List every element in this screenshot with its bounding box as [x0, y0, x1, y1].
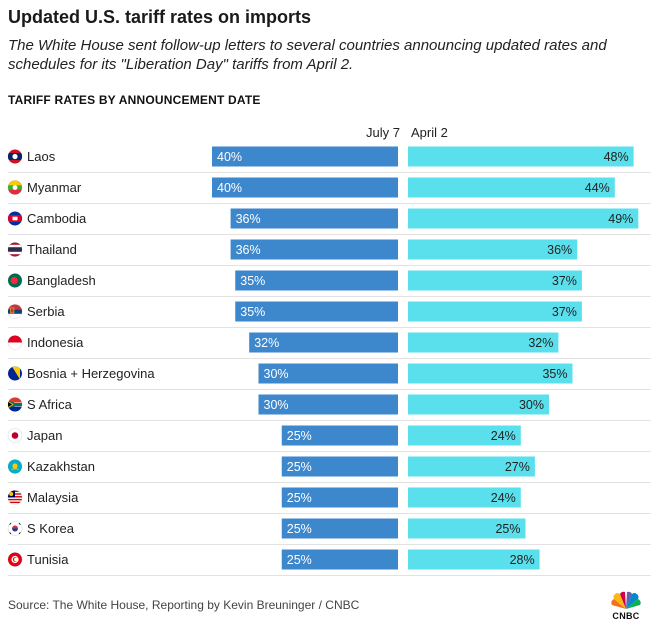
serbia-flag-icon: [7, 304, 23, 319]
data-label-july-7: 40%: [217, 150, 242, 164]
bar-july-7: [235, 301, 398, 322]
bar-july-7: [281, 425, 398, 446]
bangladesh-flag-icon: [7, 273, 23, 288]
category-label: Serbia: [27, 304, 65, 319]
section-label: TARIFF RATES BY ANNOUNCEMENT DATE: [8, 93, 261, 107]
thailand-flag-icon: [7, 242, 23, 257]
data-label-july-7: 35%: [240, 274, 265, 288]
bar-april-2: [408, 270, 582, 291]
bar-april-2: [408, 301, 582, 322]
bar-april-2: [408, 146, 634, 167]
category-label: Laos: [27, 149, 56, 164]
data-label-april-2: 44%: [585, 181, 610, 195]
tunisia-flag-icon: [7, 552, 23, 567]
category-label: Kazakhstan: [27, 459, 95, 474]
data-label-april-2: 37%: [552, 274, 577, 288]
bar-july-7: [281, 456, 398, 477]
source-note: Source: The White House, Reporting by Ke…: [8, 598, 360, 612]
cambodia-flag-icon: [7, 211, 23, 226]
data-label-april-2: 48%: [604, 150, 629, 164]
column-header-april-2: April 2: [411, 125, 448, 140]
bar-april-2: [408, 239, 578, 260]
data-label-april-2: 30%: [519, 398, 544, 412]
data-label-april-2: 35%: [542, 367, 567, 381]
malaysia-flag-icon: [7, 490, 23, 505]
category-label: Bangladesh: [27, 273, 96, 288]
category-label: Myanmar: [27, 180, 82, 195]
data-label-july-7: 36%: [236, 212, 261, 226]
bar-july-7: [230, 239, 398, 260]
south-africa-flag-icon: [7, 397, 23, 412]
data-label-april-2: 27%: [505, 460, 530, 474]
bar-april-2: [408, 208, 639, 229]
myanmar-flag-icon: [7, 180, 23, 195]
laos-flag-icon: [7, 149, 23, 164]
data-label-april-2: 32%: [528, 336, 553, 350]
data-label-july-7: 25%: [287, 553, 312, 567]
data-label-july-7: 25%: [287, 491, 312, 505]
data-label-july-7: 30%: [264, 398, 289, 412]
category-label: Indonesia: [27, 335, 84, 350]
column-header-july-7: July 7: [366, 125, 400, 140]
data-label-april-2: 25%: [495, 522, 520, 536]
category-label: S Korea: [27, 521, 75, 536]
bosnia-flag-icon: [7, 366, 23, 381]
kazakhstan-flag-icon: [7, 459, 23, 474]
bar-july-7: [281, 549, 398, 570]
bar-july-7: [235, 270, 398, 291]
category-label: Malaysia: [27, 490, 79, 505]
cnbc-logo: CNBC: [604, 588, 648, 628]
bar-april-2: [408, 363, 573, 384]
bar-july-7: [258, 394, 398, 415]
data-label-july-7: 35%: [240, 305, 265, 319]
data-label-july-7: 25%: [287, 429, 312, 443]
bar-april-2: [408, 487, 521, 508]
data-label-july-7: 36%: [236, 243, 261, 257]
data-label-july-7: 32%: [254, 336, 279, 350]
peacock-icon: [611, 591, 641, 609]
chart-subtitle: The White House sent follow-up letters t…: [8, 37, 607, 73]
bar-april-2: [408, 518, 526, 539]
category-label: Tunisia: [27, 552, 69, 567]
category-label: Bosnia + Herzegovina: [27, 366, 155, 381]
bar-july-7: [249, 332, 398, 353]
data-label-april-2: 24%: [491, 429, 516, 443]
bar-april-2: [408, 549, 540, 570]
data-label-july-7: 25%: [287, 460, 312, 474]
data-label-april-2: 36%: [547, 243, 572, 257]
data-label-april-2: 49%: [608, 212, 633, 226]
logo-text: CNBC: [612, 611, 640, 621]
bar-july-7: [281, 487, 398, 508]
bar-july-7: [212, 177, 398, 198]
bar-july-7: [212, 146, 398, 167]
bar-april-2: [408, 332, 559, 353]
data-label-april-2: 28%: [510, 553, 535, 567]
chart-title: Updated U.S. tariff rates on imports: [8, 7, 312, 27]
bar-july-7: [230, 208, 398, 229]
category-label: S Africa: [27, 397, 73, 412]
data-label-april-2: 24%: [491, 491, 516, 505]
bar-july-7: [258, 363, 398, 384]
bar-april-2: [408, 177, 615, 198]
bar-july-7: [281, 518, 398, 539]
data-label-april-2: 37%: [552, 305, 577, 319]
bar-april-2: [408, 425, 521, 446]
category-label: Thailand: [27, 242, 77, 257]
data-label-july-7: 30%: [264, 367, 289, 381]
data-label-july-7: 25%: [287, 522, 312, 536]
japan-flag-icon: [7, 428, 23, 443]
south-korea-flag-icon: [7, 521, 23, 536]
category-label: Cambodia: [27, 211, 87, 226]
category-label: Japan: [27, 428, 62, 443]
data-label-july-7: 40%: [217, 181, 242, 195]
indonesia-flag-icon: [7, 335, 23, 350]
tariff-bar-chart: Laos 40% 48% Myanmar 40% 44% Cambodia 36% 49% Tha…: [7, 146, 651, 576]
bar-april-2: [408, 456, 535, 477]
bar-april-2: [408, 394, 549, 415]
